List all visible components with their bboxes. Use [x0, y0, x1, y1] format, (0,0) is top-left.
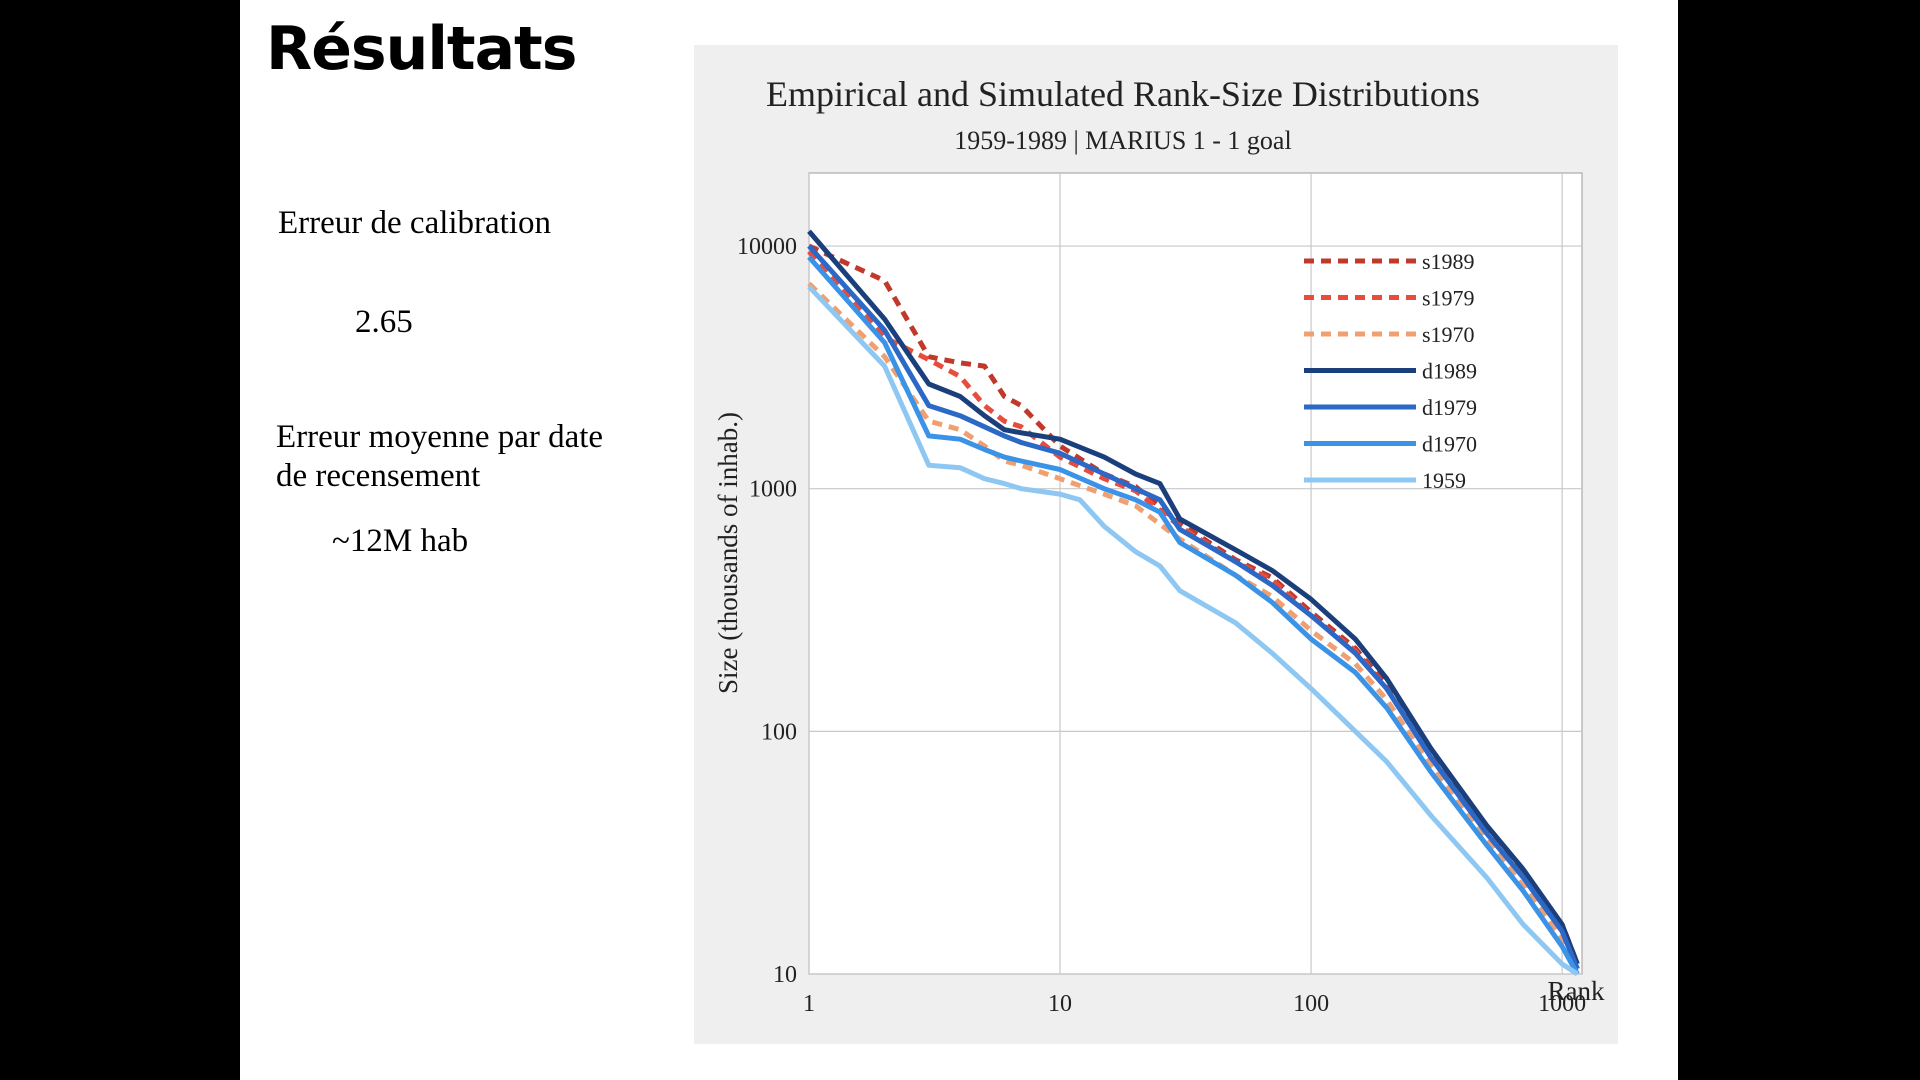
legend-label-1959: 1959 [1422, 468, 1466, 493]
series-line-d1979 [807, 244, 1580, 970]
x-tick-label: 100 [1293, 991, 1329, 1017]
x-tick-label: 1000 [1538, 991, 1586, 1017]
chart-panel: Empirical and Simulated Rank-Size Distri… [694, 45, 1618, 1044]
series-line-d1989 [807, 229, 1580, 965]
legend-label-s1970: s1970 [1422, 322, 1475, 347]
x-tick-label: 1 [803, 991, 815, 1017]
y-tick-label: 100 [761, 719, 797, 745]
legend-label-s1989: s1989 [1422, 249, 1475, 274]
mean-error-label-line2: de recensement [276, 458, 481, 494]
chart-subtitle: 1959-1989 | MARIUS 1 - 1 goal [954, 126, 1291, 155]
legend-label-d1970: d1970 [1422, 432, 1477, 457]
mean-error-label-line1: Erreur moyenne par date [276, 419, 604, 455]
chart-title: Empirical and Simulated Rank-Size Distri… [766, 74, 1480, 114]
series-line-1959 [807, 284, 1579, 977]
series-line-s1979 [807, 249, 1580, 970]
slide-title: Résultats [266, 14, 577, 84]
legend-label-s1979: s1979 [1422, 286, 1475, 311]
mean-error-value: ~12M hab [332, 523, 469, 559]
calibration-value: 2.65 [355, 304, 413, 340]
legend-label-d1989: d1989 [1422, 359, 1477, 384]
y-axis-label: Size (thousands of inhab.) [713, 412, 743, 694]
series-line-d1970 [807, 255, 1580, 976]
rank-size-chart: Empirical and Simulated Rank-Size Distri… [713, 74, 1605, 1017]
legend-label-d1979: d1979 [1422, 395, 1477, 420]
y-tick-label: 10000 [737, 234, 797, 260]
x-tick-label: 10 [1048, 991, 1072, 1017]
x-axis-label: Rank [1548, 976, 1605, 1006]
y-tick-label: 10 [773, 962, 797, 988]
y-tick-label: 1000 [749, 477, 797, 503]
calibration-label: Erreur de calibration [278, 205, 552, 241]
